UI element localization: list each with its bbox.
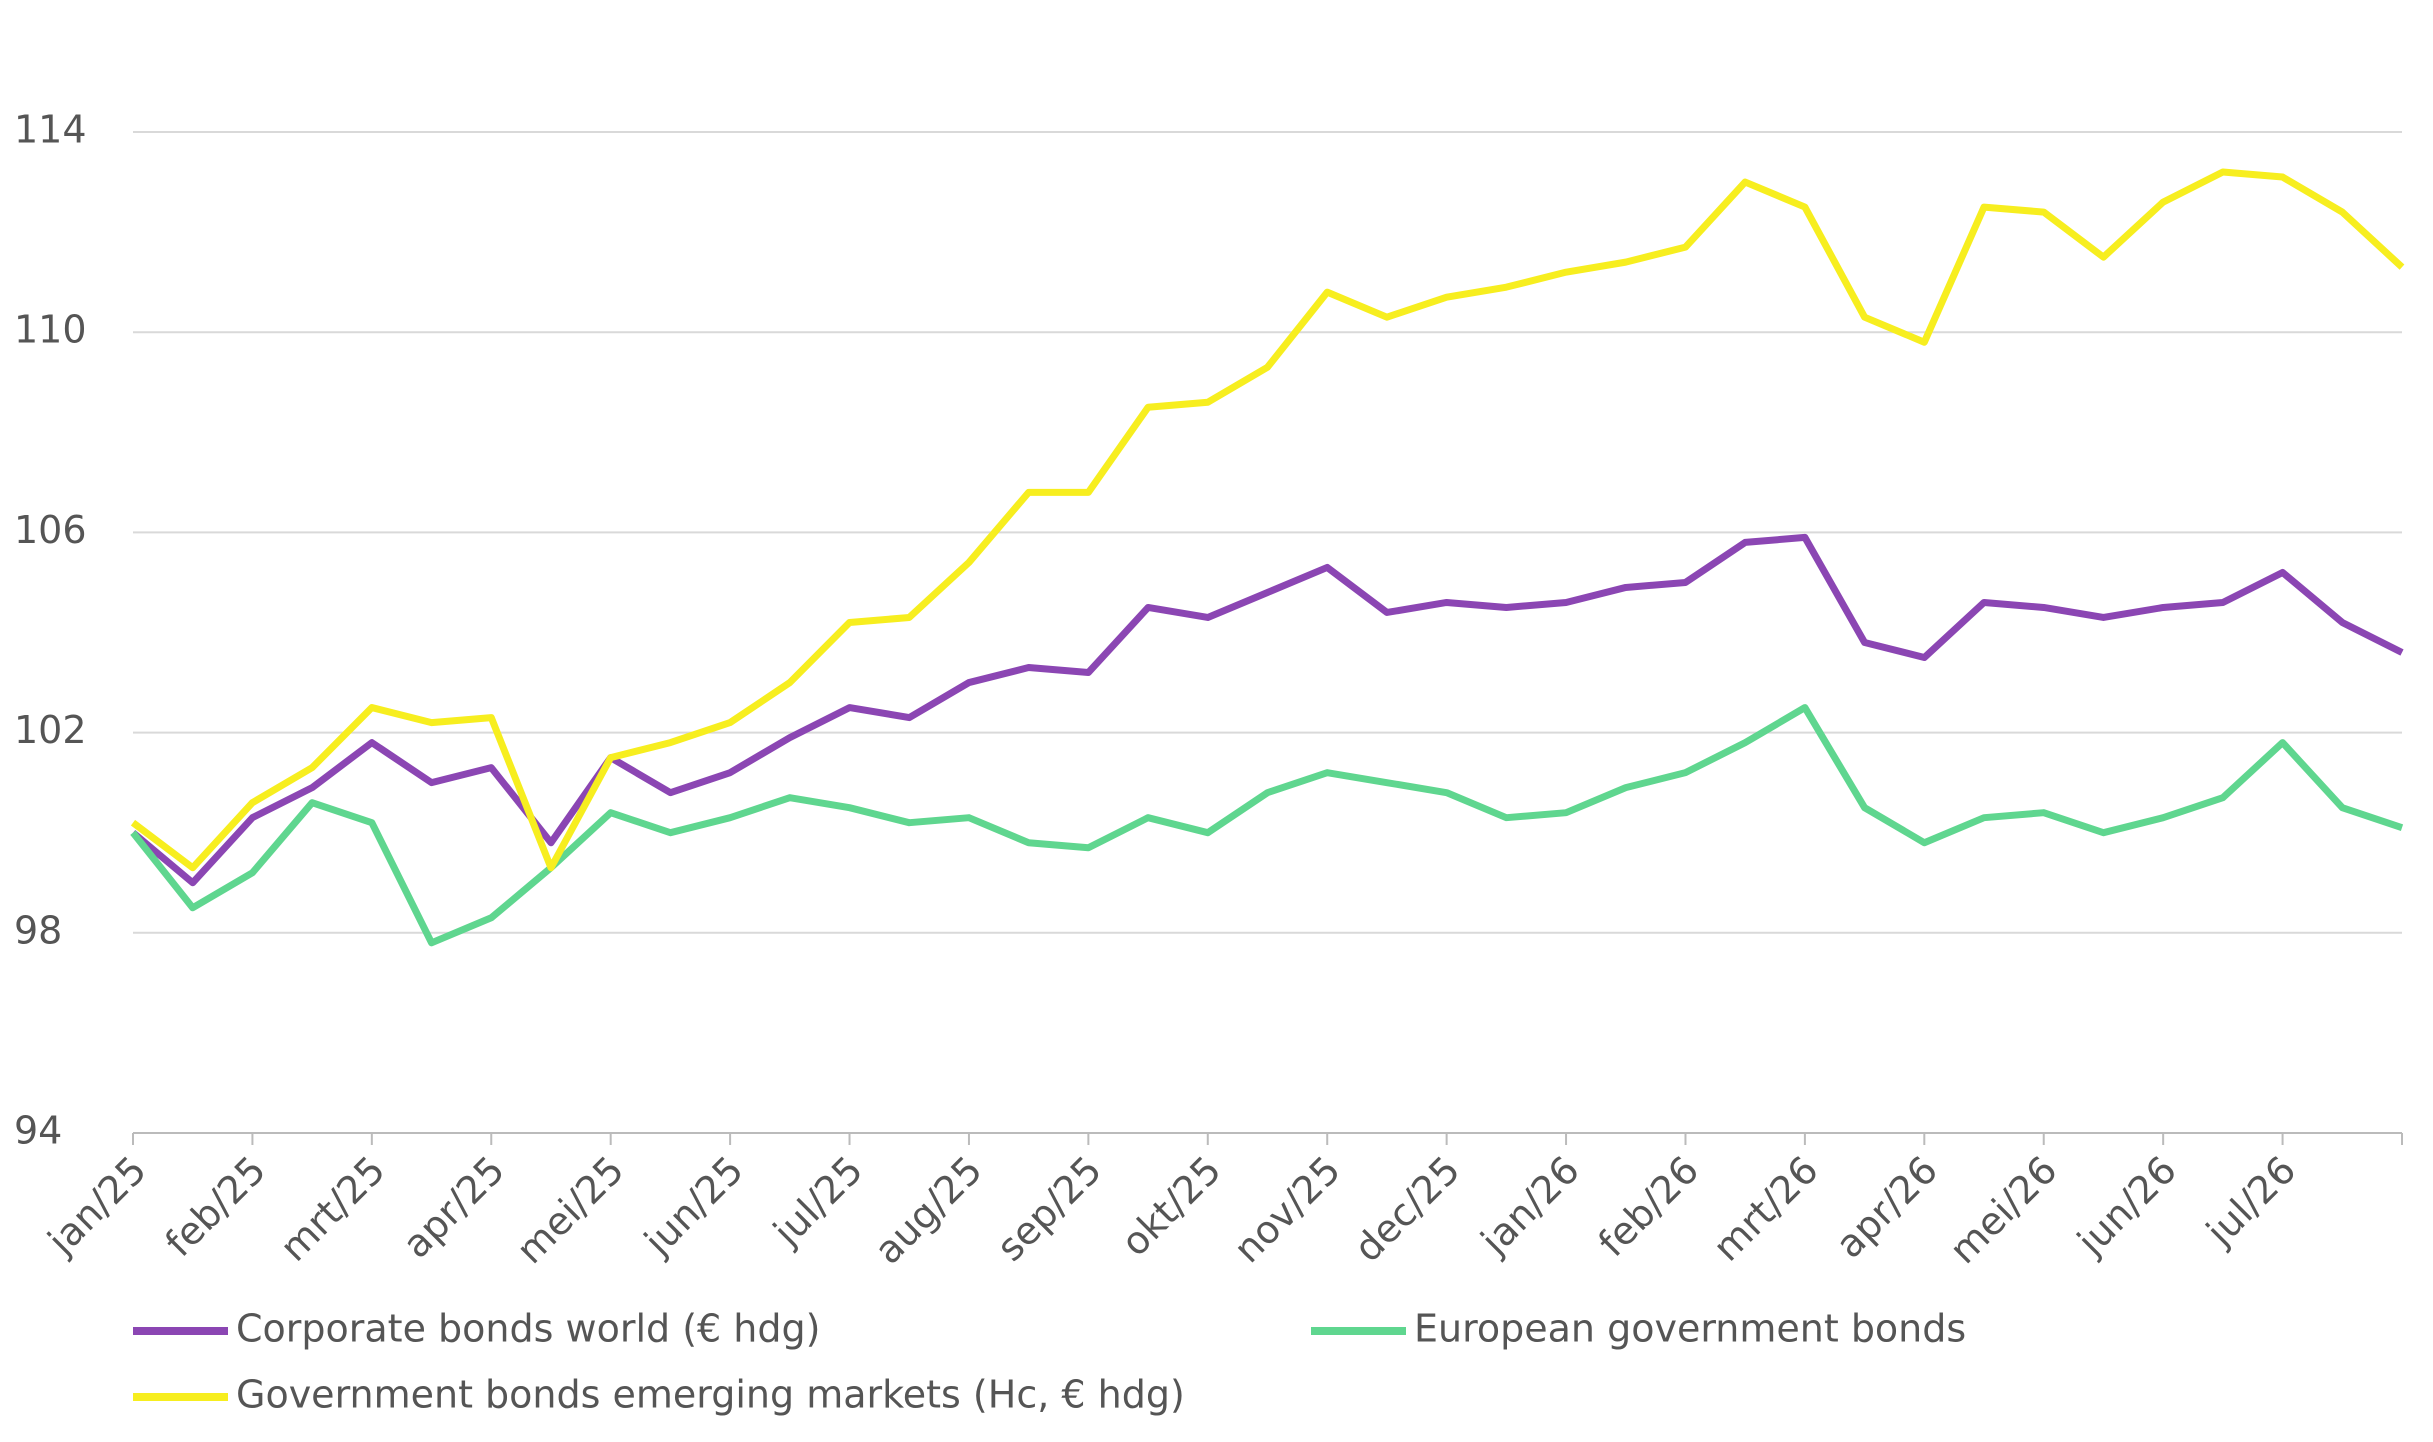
x-tick-label: mrt/26	[1705, 1148, 1827, 1270]
x-tick-label: feb/25	[157, 1148, 274, 1265]
y-tick-label: 94	[14, 1109, 62, 1153]
x-tick-label: jun/26	[2068, 1148, 2185, 1265]
series-line	[130, 704, 2404, 947]
x-tick-label: jul/26	[2197, 1148, 2304, 1255]
x-tick-label: okt/25	[1113, 1148, 1230, 1265]
legend-label: Government bonds emerging markets (Hc, €…	[236, 1373, 1185, 1417]
x-tick-label: nov/25	[1225, 1148, 1349, 1272]
y-tick-label: 110	[14, 308, 87, 352]
y-tick-label: 114	[14, 108, 87, 152]
x-tick-label: jan/25	[39, 1148, 155, 1264]
x-tick-label: jan/26	[1472, 1148, 1588, 1264]
x-tick-label: aug/25	[866, 1148, 991, 1273]
x-tick-label: apr/25	[394, 1148, 513, 1267]
y-tick-label: 106	[14, 508, 87, 552]
x-tick-label: sep/25	[988, 1148, 1110, 1270]
x-tick-label: mei/25	[508, 1148, 633, 1273]
x-tick-label: feb/26	[1590, 1148, 1707, 1265]
y-tick-label: 102	[14, 708, 87, 752]
series-line	[130, 533, 2404, 887]
x-tick-label: apr/26	[1827, 1148, 1946, 1267]
legend-label: Corporate bonds world (€ hdg)	[236, 1307, 820, 1351]
legend-label: European government bonds	[1414, 1307, 1966, 1351]
x-tick-label: jul/25	[764, 1148, 871, 1255]
series-line	[130, 168, 2405, 872]
x-tick-label: jun/25	[635, 1148, 752, 1265]
y-tick-label: 98	[14, 908, 62, 952]
x-tick-label: mrt/25	[272, 1148, 394, 1270]
x-tick-label: mei/26	[1941, 1148, 2066, 1273]
x-tick-label: dec/25	[1346, 1148, 1469, 1271]
